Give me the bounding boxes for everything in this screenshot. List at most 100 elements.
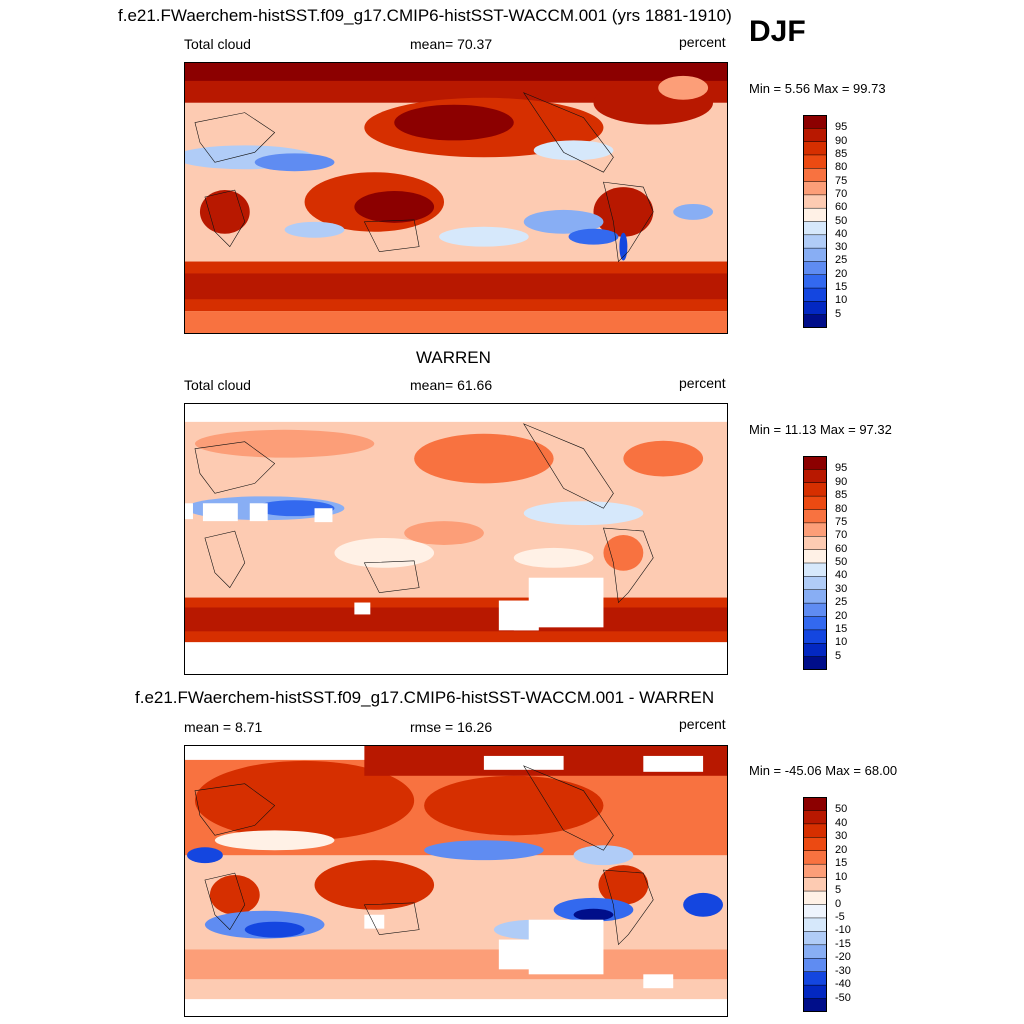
colorbar-swatch <box>803 314 827 328</box>
colorbar-tick-label: 40 <box>835 816 848 829</box>
colorbar-tick-label: 15 <box>835 281 848 294</box>
colorbar-tick-label: 30 <box>835 241 848 254</box>
colorbar-swatch <box>803 810 827 825</box>
colorbar-tick-label: 85 <box>835 489 848 502</box>
season-label: DJF <box>749 15 806 48</box>
panel-3-colorbar <box>803 797 827 1012</box>
colorbar-swatch <box>803 536 827 551</box>
panel-2-title: WARREN <box>416 348 491 367</box>
colorbar-swatch <box>803 522 827 537</box>
colorbar-swatch <box>803 643 827 658</box>
colorbar-tick-label: -30 <box>835 964 851 977</box>
colorbar-swatch <box>803 850 827 865</box>
colorbar-tick-label: 80 <box>835 502 848 515</box>
panel-2-minmax-label: Min = 11.13 Max = 97.32 <box>749 422 892 437</box>
colorbar-swatch <box>803 837 827 852</box>
colorbar-tick-label: 5 <box>835 884 842 897</box>
colorbar-swatch <box>803 274 827 289</box>
colorbar-swatch <box>803 221 827 236</box>
colorbar-swatch <box>803 890 827 906</box>
colorbar-tick-label: 0 <box>835 897 842 910</box>
colorbar-swatch <box>803 456 827 471</box>
colorbar-swatch <box>803 589 827 604</box>
colorbar-swatch <box>803 287 827 303</box>
colorbar-tick-label: 75 <box>835 174 848 187</box>
panel-3-map <box>184 745 728 1017</box>
colorbar-swatch <box>803 877 827 892</box>
colorbar-tick-label: -40 <box>835 978 851 991</box>
panel-3-units-label: percent <box>679 716 726 732</box>
colorbar-tick-label: 20 <box>835 267 848 280</box>
colorbar-swatch <box>803 301 827 316</box>
colorbar-tick-label: 95 <box>835 462 848 475</box>
colorbar-swatch <box>803 904 827 919</box>
colorbar-swatch <box>803 917 827 933</box>
colorbar-tick-label: 20 <box>835 843 848 856</box>
colorbar-swatch <box>803 958 827 973</box>
colorbar-tick-label: 60 <box>835 542 848 555</box>
colorbar-swatch <box>803 495 827 511</box>
panel-2-units-label: percent <box>679 375 726 391</box>
colorbar-tick-label: 30 <box>835 582 848 595</box>
colorbar-swatch <box>803 602 827 618</box>
colorbar-tick-label: 75 <box>835 515 848 528</box>
colorbar-tick-label: 70 <box>835 529 848 542</box>
colorbar-swatch <box>803 247 827 263</box>
colorbar-swatch <box>803 944 827 959</box>
colorbar-swatch <box>803 931 827 946</box>
colorbar-swatch <box>803 482 827 497</box>
colorbar-swatch <box>803 971 827 986</box>
colorbar-swatch <box>803 168 827 183</box>
colorbar-tick-label: 25 <box>835 596 848 609</box>
colorbar-swatch <box>803 469 827 484</box>
colorbar-swatch <box>803 181 827 196</box>
colorbar-tick-label: -50 <box>835 991 851 1004</box>
colorbar-swatch <box>803 797 827 812</box>
colorbar-tick-label: 80 <box>835 161 848 174</box>
panel-3-title: f.e21.FWaerchem-histSST.f09_g17.CMIP6-hi… <box>135 688 715 707</box>
colorbar-swatch <box>803 629 827 644</box>
colorbar-swatch <box>803 261 827 276</box>
colorbar-tick-label: 10 <box>835 870 848 883</box>
panel-1-colorbar <box>803 115 827 328</box>
colorbar-tick-label: 25 <box>835 254 848 267</box>
colorbar-tick-label: 85 <box>835 147 848 160</box>
panel-3-rmse-label: rmse = 16.26 <box>410 719 493 735</box>
colorbar-swatch <box>803 984 827 1000</box>
colorbar-tick-label: 5 <box>835 649 842 662</box>
colorbar-tick-label: -15 <box>835 937 851 950</box>
colorbar-tick-label: 30 <box>835 830 848 843</box>
colorbar-swatch <box>803 863 827 879</box>
colorbar-tick-label: 50 <box>835 214 848 227</box>
colorbar-swatch <box>803 128 827 143</box>
colorbar-tick-label: 90 <box>835 475 848 488</box>
colorbar-swatch <box>803 207 827 223</box>
colorbar-tick-label: 40 <box>835 569 848 582</box>
colorbar-tick-label: 40 <box>835 227 848 240</box>
panel-1-minmax-label: Min = 5.56 Max = 99.73 <box>749 81 886 96</box>
colorbar-tick-label: 15 <box>835 622 848 635</box>
panel-2-colorbar <box>803 456 827 670</box>
panel-1-map <box>184 62 728 334</box>
colorbar-swatch <box>803 509 827 524</box>
colorbar-border <box>803 456 827 670</box>
colorbar-tick-label: 60 <box>835 201 848 214</box>
colorbar-tick-label: 95 <box>835 121 848 134</box>
colorbar-tick-label: 10 <box>835 294 848 307</box>
colorbar-swatch <box>803 562 827 578</box>
colorbar-swatch <box>803 616 827 631</box>
colorbar-tick-label: 5 <box>835 307 842 320</box>
colorbar-tick-label: 90 <box>835 134 848 147</box>
colorbar-swatch <box>803 194 827 209</box>
colorbar-tick-label: 50 <box>835 803 848 816</box>
colorbar-tick-label: 15 <box>835 857 848 870</box>
panel-3-mean-label: mean = 8.71 <box>184 719 263 735</box>
colorbar-tick-label: 70 <box>835 187 848 200</box>
panel-1-title: f.e21.FWaerchem-histSST.f09_g17.CMIP6-hi… <box>118 6 732 25</box>
colorbar-tick-label: 20 <box>835 609 848 622</box>
colorbar-tick-label: -5 <box>835 910 845 923</box>
colorbar-swatch <box>803 656 827 670</box>
colorbar-tick-label: -20 <box>835 951 851 964</box>
panel-3-minmax-label: Min = -45.06 Max = 68.00 <box>749 763 898 778</box>
colorbar-swatch <box>803 576 827 591</box>
